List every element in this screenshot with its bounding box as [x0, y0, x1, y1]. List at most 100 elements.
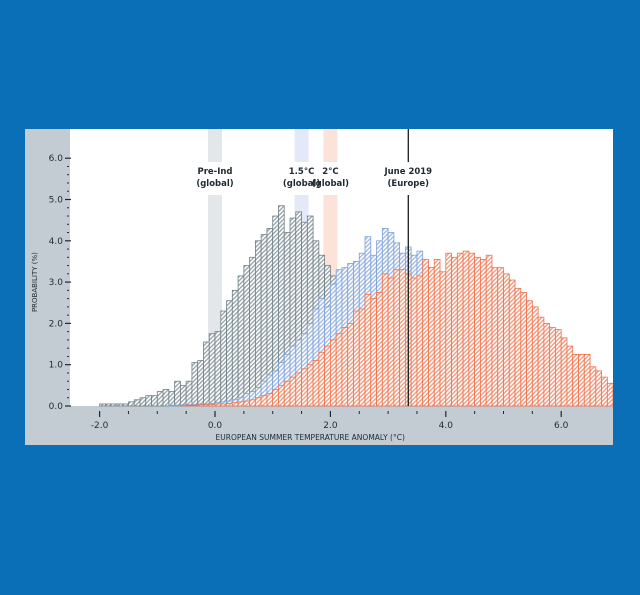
histogram-bar	[520, 292, 527, 407]
histogram-bar	[370, 298, 377, 407]
histogram-bar	[526, 300, 533, 407]
histogram-bar	[133, 399, 141, 407]
histogram-bar	[122, 403, 129, 407]
reference-label: 1.5°C	[289, 167, 315, 177]
histogram-bar	[249, 256, 256, 407]
histogram-bar	[324, 345, 331, 407]
histogram-bar	[301, 368, 308, 407]
histogram-bar	[387, 277, 395, 407]
histogram-bar	[214, 403, 222, 407]
histogram-bar	[462, 250, 470, 407]
histogram-bar	[260, 234, 268, 407]
reference-band	[294, 129, 309, 162]
histogram-bar	[560, 337, 568, 407]
histogram-bar	[549, 327, 556, 407]
histogram-bar	[399, 269, 406, 407]
reference-band	[323, 129, 338, 162]
y-tick-label: 2.0	[49, 319, 64, 329]
histogram-bar	[208, 403, 216, 407]
histogram-bar	[358, 308, 366, 407]
histogram-bar	[197, 360, 204, 407]
reference-sublabel: (global)	[196, 179, 233, 189]
x-tick-label: 6.0	[554, 421, 569, 431]
histogram-bar	[185, 380, 193, 407]
histogram-bar	[531, 306, 539, 407]
histogram-bar	[329, 339, 337, 407]
y-tick-label: 0.0	[49, 402, 64, 412]
chart-panel: June 2019 (Europe) Pre-Ind (global) 1.5°C (gl…	[25, 129, 613, 445]
histogram-bar	[208, 333, 216, 407]
histogram-bar	[156, 391, 164, 407]
reference-label: June 2019	[383, 167, 432, 177]
histogram-bar	[393, 269, 401, 407]
histogram-bar	[480, 258, 487, 407]
y-tick-label: 6.0	[49, 154, 64, 164]
x-tick-label: -2.0	[91, 421, 109, 431]
histogram-bar	[116, 403, 124, 407]
x-tick-label: 2.0	[323, 421, 338, 431]
histogram-bar	[139, 397, 147, 407]
histogram-bar	[376, 292, 383, 407]
histogram-bar	[433, 258, 441, 407]
y-tick-label: 1.0	[49, 361, 64, 371]
histogram-bar	[491, 267, 499, 407]
histogram-bar	[145, 395, 152, 407]
x-axis-label: EUROPEAN SUMMER TEMPERATURE ANOMALY (°C)	[216, 433, 405, 442]
histogram-bar	[422, 258, 429, 407]
histogram-bar	[237, 275, 245, 407]
histogram-bar	[341, 327, 349, 407]
histogram-bar	[485, 254, 493, 407]
histogram-bar	[128, 401, 135, 407]
y-axis-label: PROBABILITY (%)	[31, 252, 39, 312]
histogram-bar	[428, 267, 435, 407]
series-2	[179, 250, 613, 407]
histogram-bar	[278, 384, 285, 407]
histogram-bar	[162, 389, 170, 407]
histogram-bar	[220, 310, 227, 407]
histogram-bar	[168, 404, 176, 407]
histogram-bar	[606, 382, 613, 407]
histogram-bar	[595, 370, 602, 407]
histogram-bar	[318, 351, 326, 407]
y-tick-label: 4.0	[49, 237, 64, 247]
histogram-bar	[185, 404, 193, 407]
histogram-bar	[272, 389, 279, 407]
reference-sublabel: (Europe)	[388, 179, 430, 189]
histogram-bar	[537, 316, 545, 407]
histogram-bar	[226, 300, 233, 407]
histogram-bar	[456, 252, 464, 407]
histogram-bar	[353, 310, 360, 407]
histogram-bar	[474, 256, 481, 407]
histogram-bar	[410, 277, 418, 407]
histogram-bar	[203, 341, 210, 407]
histogram-bar	[191, 404, 199, 407]
histogram-bar	[566, 345, 574, 407]
histogram-bar	[99, 403, 106, 407]
histogram-bar	[335, 333, 343, 407]
histogram-bar	[168, 391, 176, 407]
histogram-bar	[110, 403, 118, 407]
histogram-bar	[203, 404, 210, 407]
histogram-bar	[254, 240, 262, 407]
reference-label: Pre-Ind	[197, 167, 232, 177]
histogram-bar	[226, 403, 233, 407]
histogram-bar	[243, 400, 251, 407]
histogram-bar	[249, 399, 256, 407]
histogram-bar	[179, 384, 187, 407]
histogram-bar	[260, 395, 268, 407]
histogram-bar	[220, 403, 227, 407]
reference-sublabel: (global)	[283, 179, 320, 189]
reference-label: 2°C	[322, 167, 338, 177]
histogram-bar	[381, 273, 389, 407]
x-tick-label: 4.0	[439, 421, 454, 431]
histogram-bar	[578, 353, 585, 407]
histogram-bar	[104, 403, 112, 407]
histogram-bar	[254, 397, 262, 407]
histogram-bar	[231, 289, 239, 407]
histogram-bar	[289, 376, 297, 407]
histogram-bar	[416, 275, 424, 407]
histogram-bar	[231, 402, 239, 407]
histogram-bar	[283, 380, 291, 407]
histogram-bar	[468, 252, 476, 407]
histogram-bar	[508, 279, 516, 407]
